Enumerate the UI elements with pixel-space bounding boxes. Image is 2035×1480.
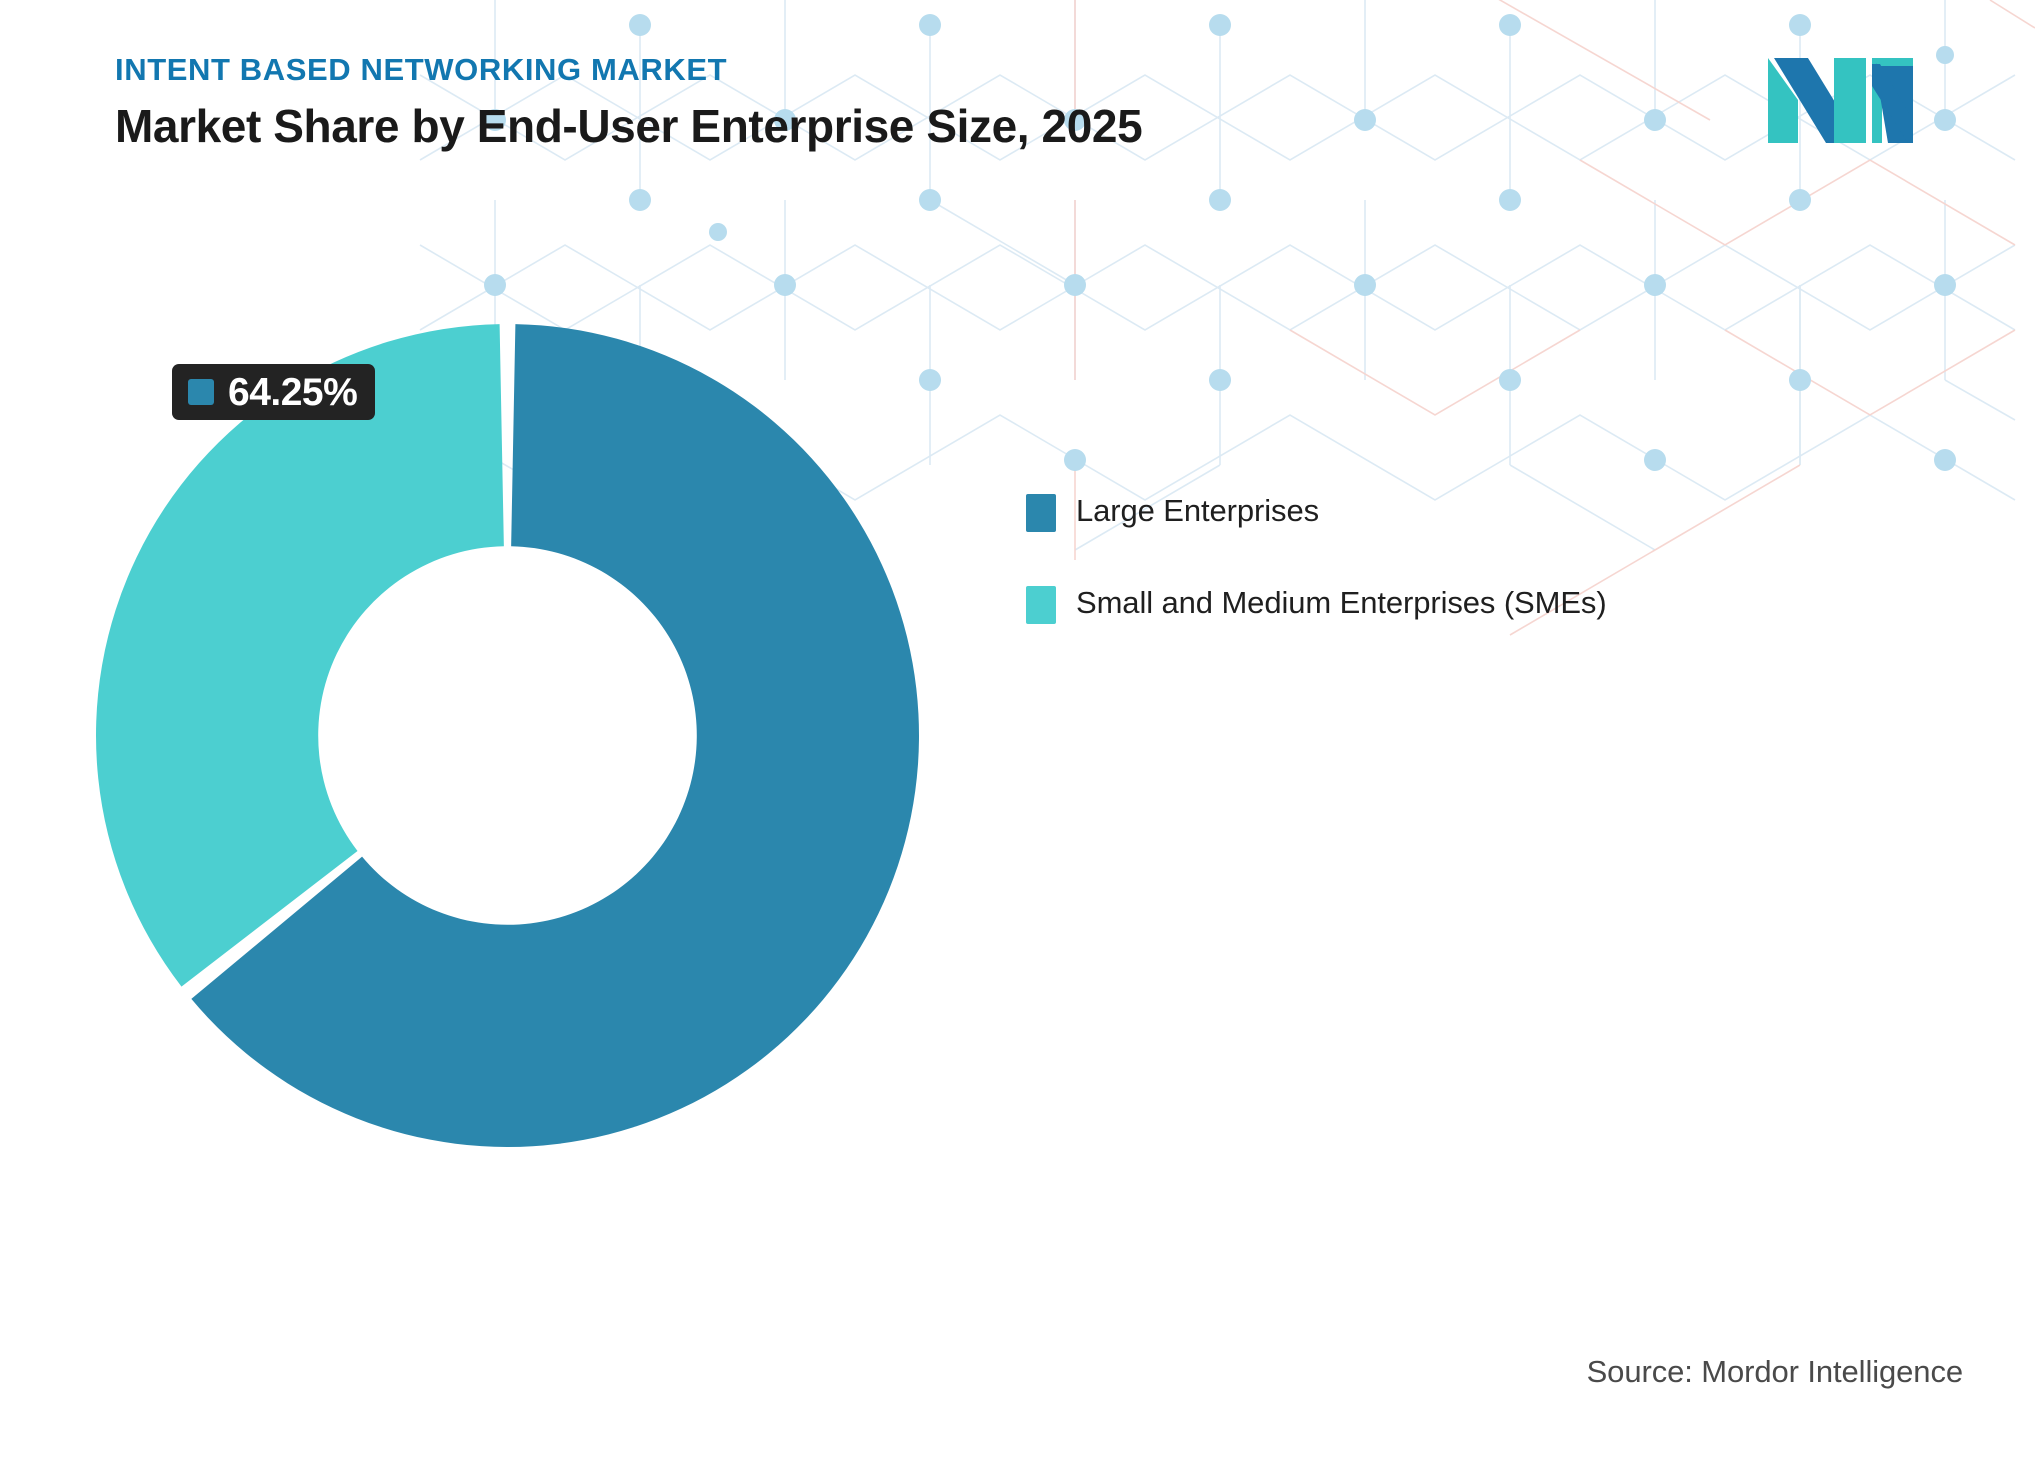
legend-item-smes[interactable]: Small and Medium Enterprises (SMEs)	[1026, 584, 1666, 624]
donut-chart-svg	[95, 324, 920, 1147]
value-callout-tooltip: 64.25%	[172, 364, 376, 420]
legend-label-smes: Small and Medium Enterprises (SMEs)	[1076, 585, 1607, 620]
header-block: INTENT BASED NETWORKING MARKET Market Sh…	[115, 52, 1143, 153]
source-attribution: Source: Mordor Intelligence	[1586, 1354, 1963, 1389]
chart-legend: Large Enterprises Small and Medium Enter…	[1026, 492, 1666, 676]
legend-label-large-enterprises: Large Enterprises	[1076, 493, 1319, 528]
callout-color-swatch	[188, 379, 214, 405]
donut-slices	[95, 324, 920, 1147]
legend-swatch-large-enterprises	[1026, 494, 1056, 532]
donut-slice[interactable]	[191, 324, 920, 1147]
callout-value-label: 64.25%	[228, 370, 358, 414]
mordor-intelligence-logo	[1768, 58, 1913, 143]
market-name-eyebrow: INTENT BASED NETWORKING MARKET	[115, 52, 728, 87]
donut-slice[interactable]	[95, 324, 504, 987]
page-title: Market Share by End-User Enterprise Size…	[115, 99, 1143, 152]
legend-item-large-enterprises[interactable]: Large Enterprises	[1026, 492, 1666, 532]
legend-swatch-smes	[1026, 586, 1056, 624]
donut-chart	[95, 323, 920, 1148]
